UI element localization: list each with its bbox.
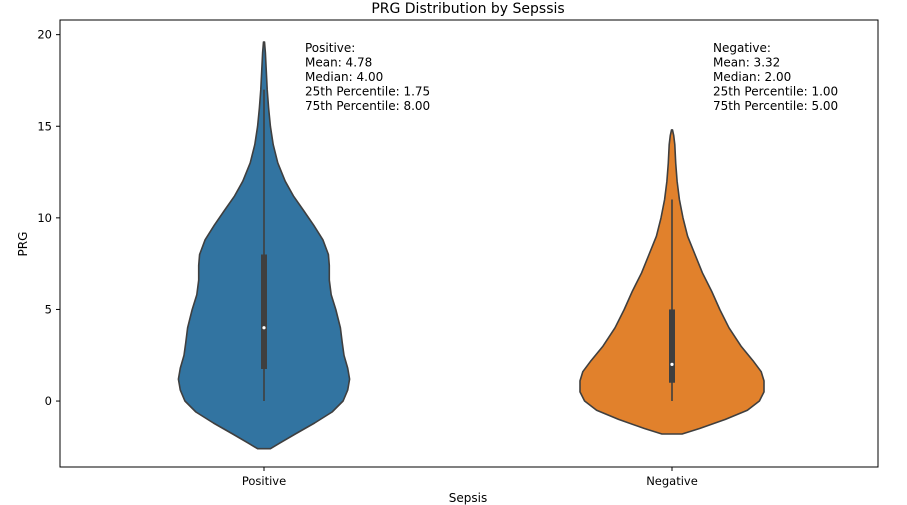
stats-annotation-line: Median: 4.00 (305, 70, 383, 84)
stats-annotation-line: Mean: 3.32 (713, 56, 780, 70)
y-tick-label: 0 (45, 394, 52, 408)
violin-iqr-box (261, 254, 267, 369)
y-axis-label: PRG (16, 232, 30, 257)
stats-annotation-line: 25th Percentile: 1.00 (713, 85, 838, 99)
y-tick-label: 5 (45, 302, 52, 316)
chart-title: PRG Distribution by Sepssis (371, 1, 564, 17)
stats-annotation-line: 75th Percentile: 5.00 (713, 99, 838, 113)
violin-median-marker (670, 362, 674, 367)
x-axis-label: Sepsis (449, 491, 487, 505)
stats-annotation-line: Mean: 4.78 (305, 56, 372, 70)
stats-annotation-line: 75th Percentile: 8.00 (305, 99, 430, 113)
y-tick-label: 20 (37, 28, 52, 42)
x-tick-label: Negative (646, 474, 698, 488)
violin-iqr-box (669, 309, 675, 383)
x-tick-label: Positive (242, 474, 286, 488)
axes-frame (59, 19, 879, 468)
violin-median-marker (262, 326, 266, 330)
stats-annotation-line: Negative: (713, 41, 771, 55)
y-tick-label: 10 (37, 211, 52, 225)
y-tick-label: 15 (37, 119, 52, 133)
stats-annotation-line: 25th Percentile: 1.75 (305, 85, 430, 99)
stats-annotation-line: Positive: (305, 41, 355, 55)
stats-annotation-line: Median: 2.00 (713, 70, 791, 84)
